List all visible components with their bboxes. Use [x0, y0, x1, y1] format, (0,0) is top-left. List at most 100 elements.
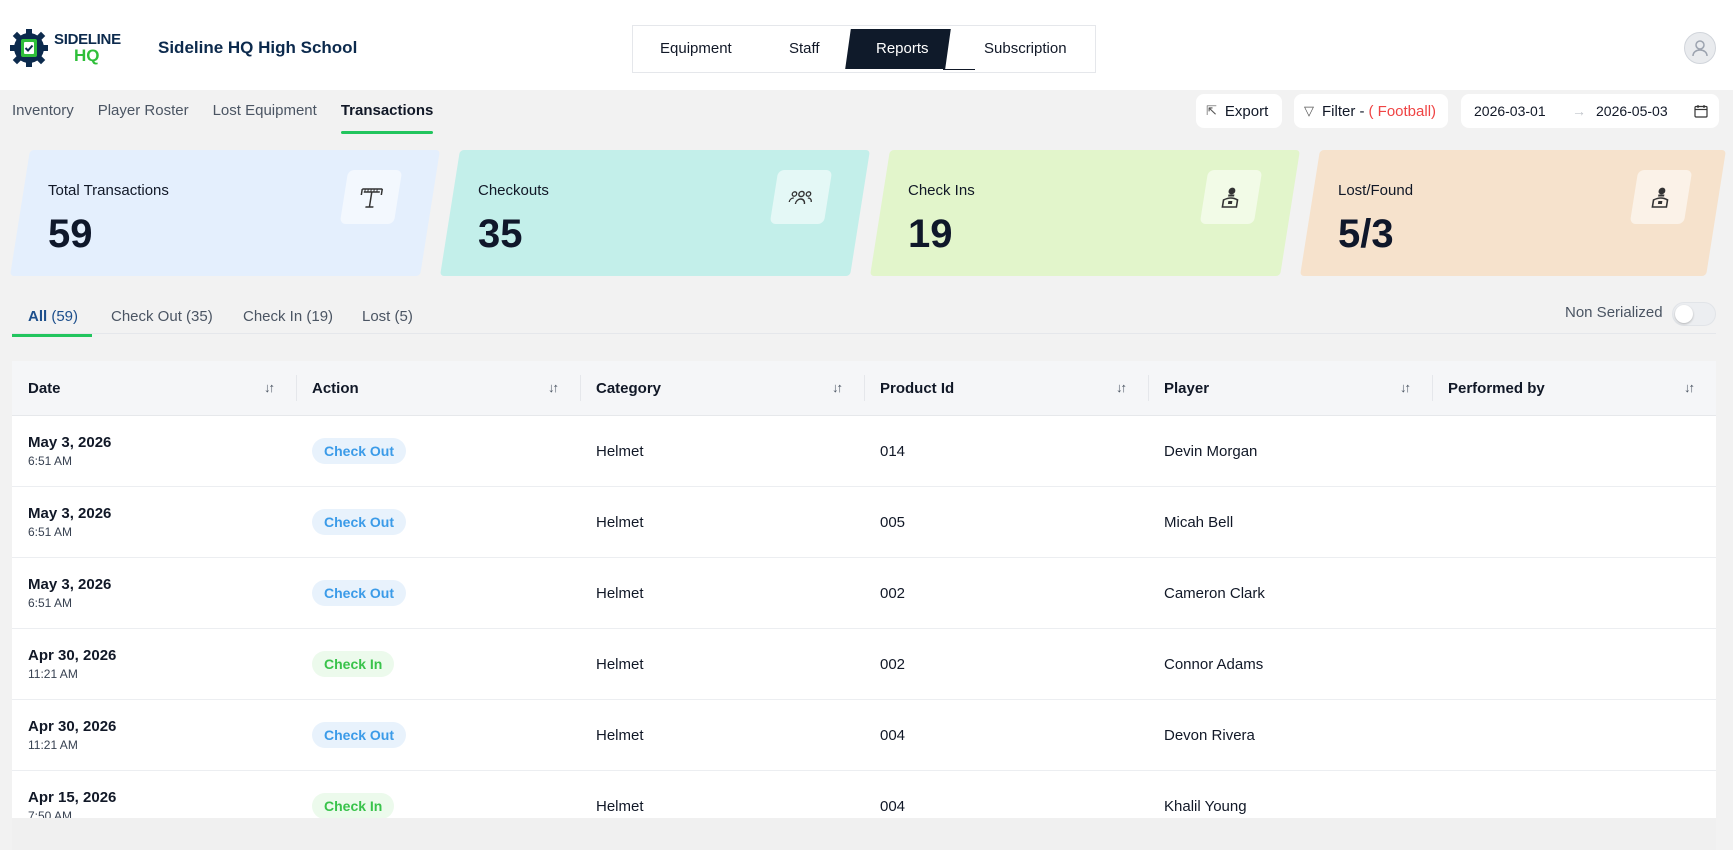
column-header-category[interactable]: Category	[596, 380, 662, 397]
column-separator	[1432, 375, 1433, 401]
stat-card-total: Total Transactions 59	[10, 150, 440, 276]
row-time: 6:51 AM	[28, 596, 73, 610]
main-nav: Equipment Staff Reports Subscription	[632, 25, 1096, 73]
row-date: May 3, 2026	[28, 576, 112, 593]
card-icon-box	[339, 170, 403, 224]
date-end[interactable]: 2026-05-03	[1596, 103, 1668, 119]
logo-line-1: SIDELINE	[54, 31, 121, 48]
tab-lost[interactable]: Lost (5)	[362, 308, 413, 325]
column-header-product-id[interactable]: Product Id	[880, 380, 955, 397]
row-time: 7:50 AM	[28, 809, 73, 818]
action-badge: Check Out	[312, 722, 407, 748]
card-label: Total Transactions	[48, 182, 169, 199]
stat-card-lost-found: Lost/Found 5/3	[1300, 150, 1726, 276]
card-value: 59	[48, 212, 93, 256]
export-label: Export	[1224, 102, 1269, 120]
card-label: Check Ins	[908, 182, 975, 199]
row-category: Helmet	[596, 798, 644, 815]
date-range-picker[interactable]: 2026-03-01 → 2026-05-03	[1461, 94, 1719, 128]
action-badge: Check In	[312, 651, 395, 677]
row-player: Cameron Clark	[1164, 585, 1265, 602]
filter-icon: ▽	[1304, 103, 1314, 118]
sort-icon[interactable]: ↓↑	[548, 380, 559, 395]
avatar[interactable]	[1684, 32, 1716, 64]
top-header: SIDELINE HQ Sideline HQ High School Equi…	[0, 18, 1733, 90]
card-label: Checkouts	[478, 182, 549, 199]
row-date: May 3, 2026	[28, 434, 112, 451]
app-window: SIDELINE HQ Sideline HQ High School Equi…	[0, 18, 1733, 850]
nav-underline	[943, 69, 975, 70]
row-category: Helmet	[596, 514, 644, 531]
non-serialized-label: Non Serialized	[1565, 304, 1663, 321]
row-time: 11:21 AM	[28, 738, 78, 752]
tab-check-out[interactable]: Check Out (35)	[111, 308, 213, 325]
row-player: Connor Adams	[1164, 656, 1264, 673]
nav-staff[interactable]: Staff	[789, 40, 820, 57]
column-header-action[interactable]: Action	[312, 380, 359, 397]
row-player: Devin Morgan	[1164, 443, 1258, 460]
sort-icon[interactable]: ↓↑	[1116, 380, 1127, 395]
nav-equipment[interactable]: Equipment	[660, 40, 732, 57]
table-row[interactable]: May 3, 2026 6:51 AM Check Out Helmet 002…	[12, 558, 1716, 629]
filter-button[interactable]: ▽ Filter - ( Football)	[1294, 94, 1448, 128]
export-button[interactable]: ⇱ Export	[1196, 94, 1282, 128]
action-badge: Check In	[312, 793, 395, 818]
row-product-id: 004	[880, 798, 906, 815]
group-icon	[788, 190, 812, 205]
row-date: Apr 30, 2026	[28, 647, 117, 664]
table-row[interactable]: May 3, 2026 6:51 AM Check Out Helmet 005…	[12, 487, 1716, 558]
nav-reports[interactable]: Reports	[876, 40, 929, 57]
sub-nav: Inventory Player Roster Lost Equipment T…	[12, 102, 457, 134]
sort-icon[interactable]: ↓↑	[1684, 380, 1695, 395]
tab-active-underline	[12, 334, 92, 337]
column-header-performed-by[interactable]: Performed by	[1448, 380, 1545, 397]
table-row[interactable]: Apr 15, 2026 7:50 AM Check In Helmet 004…	[12, 771, 1716, 818]
table-row[interactable]: Apr 30, 2026 11:21 AM Check In Helmet 00…	[12, 629, 1716, 700]
row-category: Helmet	[596, 443, 644, 460]
row-product-id: 004	[880, 727, 906, 744]
card-value: 5/3	[1338, 212, 1394, 256]
row-product-id: 005	[880, 514, 906, 531]
subnav-player-roster[interactable]: Player Roster	[97, 102, 189, 119]
logo[interactable]: SIDELINE HQ	[10, 29, 122, 69]
filter-label: Filter -	[1322, 102, 1365, 120]
subnav-inventory[interactable]: Inventory	[12, 102, 74, 119]
table-row[interactable]: May 3, 2026 6:51 AM Check Out Helmet 014…	[12, 416, 1716, 487]
subnav-lost-equipment[interactable]: Lost Equipment	[212, 102, 317, 119]
filter-value: ( Football)	[1368, 102, 1437, 120]
tab-all[interactable]: All (59)	[28, 308, 78, 325]
sort-icon[interactable]: ↓↑	[264, 380, 275, 395]
row-product-id: 014	[880, 443, 906, 460]
logo-text: SIDELINE HQ	[54, 31, 121, 65]
row-time: 6:51 AM	[28, 525, 73, 539]
row-date: Apr 30, 2026	[28, 718, 117, 735]
row-player: Devon Rivera	[1164, 727, 1255, 744]
row-player: Khalil Young	[1164, 798, 1247, 815]
player-icon	[1651, 187, 1669, 208]
nav-subscription[interactable]: Subscription	[984, 40, 1067, 57]
toggle-knob	[1675, 305, 1693, 323]
row-category: Helmet	[596, 585, 644, 602]
sort-icon[interactable]: ↓↑	[832, 380, 843, 395]
card-value: 35	[478, 212, 523, 256]
row-category: Helmet	[596, 656, 644, 673]
column-header-date[interactable]: Date	[28, 380, 61, 397]
card-icon-box	[1629, 170, 1693, 224]
card-icon-box	[769, 170, 833, 224]
row-product-id: 002	[880, 585, 906, 602]
column-header-player[interactable]: Player	[1164, 380, 1210, 397]
tab-all-count: (59)	[51, 308, 79, 325]
date-start[interactable]: 2026-03-01	[1474, 103, 1546, 119]
date-arrow-icon: →	[1572, 103, 1586, 119]
subnav-transactions[interactable]: Transactions	[340, 102, 433, 134]
non-serialized-toggle[interactable]	[1672, 302, 1716, 326]
column-separator	[864, 375, 865, 401]
tab-check-in[interactable]: Check In (19)	[243, 308, 334, 325]
row-time: 11:21 AM	[28, 667, 78, 681]
player-icon	[1221, 187, 1239, 208]
table-row[interactable]: Apr 30, 2026 11:21 AM Check Out Helmet 0…	[12, 700, 1716, 771]
sort-icon[interactable]: ↓↑	[1400, 380, 1411, 395]
logo-line-2: HQ	[74, 46, 100, 65]
school-name: Sideline HQ High School	[158, 38, 358, 57]
calendar-icon[interactable]	[1694, 104, 1708, 118]
